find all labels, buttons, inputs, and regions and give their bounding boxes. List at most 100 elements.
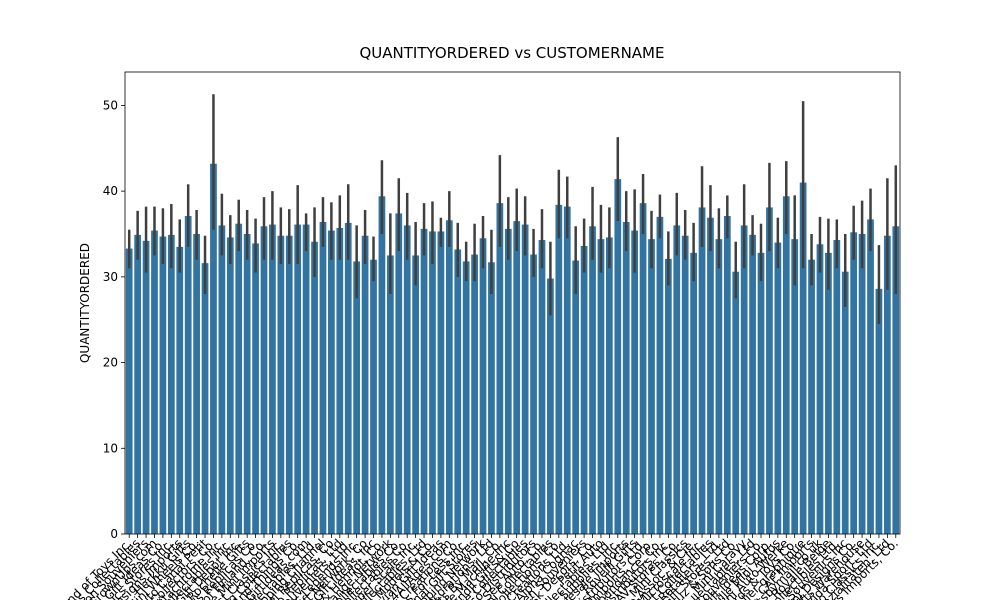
bar (513, 221, 521, 534)
bar (269, 224, 276, 535)
bar (757, 252, 765, 534)
bar (808, 259, 815, 534)
bar (462, 261, 470, 534)
bar (656, 216, 664, 534)
bar (563, 206, 571, 535)
bar (319, 222, 327, 534)
y-axis-label: QUANTITYORDERED (78, 243, 92, 363)
bar (867, 219, 874, 534)
bar (252, 243, 259, 534)
bar (883, 235, 891, 534)
bar (437, 231, 445, 534)
bar (715, 239, 723, 534)
bar (378, 196, 386, 535)
bar (766, 207, 773, 534)
bar (707, 217, 714, 534)
bar (201, 263, 209, 534)
bar (260, 226, 268, 535)
bar (690, 252, 697, 534)
bar (294, 224, 302, 535)
bar (580, 246, 588, 534)
bar (167, 234, 175, 534)
bar (597, 239, 605, 534)
bar (749, 234, 756, 534)
bar (521, 224, 529, 535)
bar (504, 228, 512, 534)
bar (673, 225, 681, 534)
bar (875, 288, 883, 534)
bar (302, 224, 310, 535)
bar (386, 255, 394, 534)
bar (681, 235, 689, 534)
bar (218, 225, 226, 534)
bar (488, 262, 495, 534)
bar (336, 228, 344, 534)
bar (353, 261, 361, 534)
bar (496, 203, 504, 534)
bar (226, 237, 234, 534)
bar (614, 179, 622, 534)
bar (277, 235, 285, 534)
bar (664, 258, 672, 534)
bar (791, 239, 799, 534)
bar (328, 230, 335, 535)
bar (816, 244, 824, 535)
bar (538, 240, 546, 534)
bar (547, 278, 554, 534)
bar (361, 235, 369, 534)
bar (858, 234, 866, 534)
bar (825, 252, 832, 534)
bar (285, 235, 293, 534)
y-tick-label: 0 (110, 527, 118, 541)
bar (210, 163, 217, 534)
bar (833, 240, 841, 534)
bar (311, 241, 318, 534)
bar (125, 248, 133, 535)
bar (184, 216, 192, 534)
bar (555, 204, 563, 534)
bar (243, 234, 251, 534)
bar (142, 240, 150, 534)
bar (193, 234, 200, 534)
bar (235, 223, 243, 534)
bar (344, 222, 352, 534)
chart-title: QUANTITYORDERED vs CUSTOMERNAME (360, 44, 665, 62)
y-tick-label: 50 (103, 98, 118, 112)
bar (445, 220, 453, 535)
bar (841, 271, 849, 534)
y-tick-label: 20 (103, 356, 118, 370)
bar (572, 260, 580, 534)
bar (782, 196, 790, 535)
bar (698, 207, 706, 534)
bar (648, 239, 655, 534)
bar (530, 254, 537, 535)
bar (176, 246, 184, 534)
bar (892, 226, 900, 535)
y-tick-label: 40 (103, 184, 118, 198)
bar (134, 234, 142, 534)
bar (471, 254, 478, 535)
bar (412, 255, 419, 534)
y-tick-label: 30 (103, 270, 118, 284)
bar (454, 249, 462, 534)
bar (639, 203, 647, 534)
bar (429, 231, 436, 534)
bar (799, 182, 807, 535)
bar (850, 232, 858, 535)
bar (723, 216, 731, 534)
bar (622, 222, 630, 534)
bar (589, 226, 596, 535)
bar (774, 242, 782, 535)
bar (631, 230, 639, 535)
bar (395, 213, 403, 534)
bar (606, 237, 613, 534)
bar (732, 271, 740, 534)
bar (479, 238, 487, 535)
bar (403, 225, 411, 534)
bar (151, 230, 158, 535)
bar (370, 259, 377, 534)
plot-frame (124, 71, 901, 535)
bar (740, 225, 748, 534)
y-tick-label: 10 (103, 441, 118, 455)
